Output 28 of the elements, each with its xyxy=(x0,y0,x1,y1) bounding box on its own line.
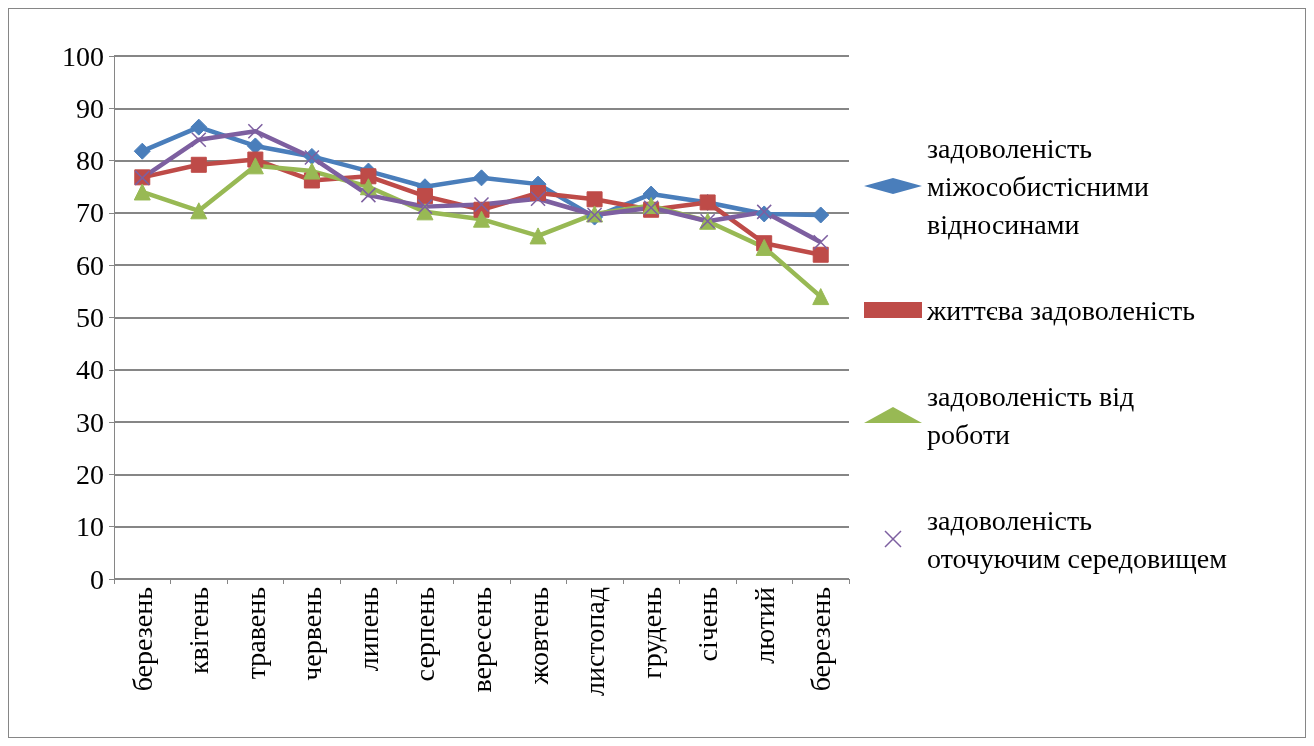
y-tick-label: 30 xyxy=(76,406,104,438)
y-tick-label: 60 xyxy=(76,249,104,281)
x-tick-label: березень xyxy=(126,587,158,692)
x-tick-label: травень xyxy=(239,587,271,680)
x-tick-label: лютий xyxy=(748,586,780,664)
y-tick-label: 70 xyxy=(76,197,104,229)
y-tick-label: 100 xyxy=(62,40,104,72)
x-tick-label: червень xyxy=(296,587,328,681)
x-tick-label: березень xyxy=(805,587,837,692)
y-tick-label: 40 xyxy=(76,354,104,386)
legend-label: життєва задоволеність xyxy=(926,294,1196,326)
x-tick-label: липень xyxy=(352,587,384,672)
x-tick-label: грудень xyxy=(635,587,667,679)
x-tick-label: січень xyxy=(692,587,724,662)
y-tick-label: 80 xyxy=(76,145,104,177)
x-tick-label: квітень xyxy=(183,587,215,675)
x-tick-label: вересень xyxy=(466,587,497,693)
legend-label: задоволеність оточуючим середовищем xyxy=(927,504,1228,574)
legend-label: задоволеність міжособистісними відносинами xyxy=(927,132,1150,240)
x-tick-label: жовтень xyxy=(522,587,554,686)
x-tick-label: серпень xyxy=(409,587,441,682)
y-tick-label: 90 xyxy=(76,92,104,124)
y-tick-label: 10 xyxy=(76,511,104,543)
y-tick-label: 50 xyxy=(76,302,104,333)
y-tick-label: 20 xyxy=(76,458,104,490)
legend-label: задоволеність від роботи xyxy=(927,380,1135,450)
y-tick-label: 0 xyxy=(90,563,104,595)
x-tick-label: листопад xyxy=(579,587,611,696)
